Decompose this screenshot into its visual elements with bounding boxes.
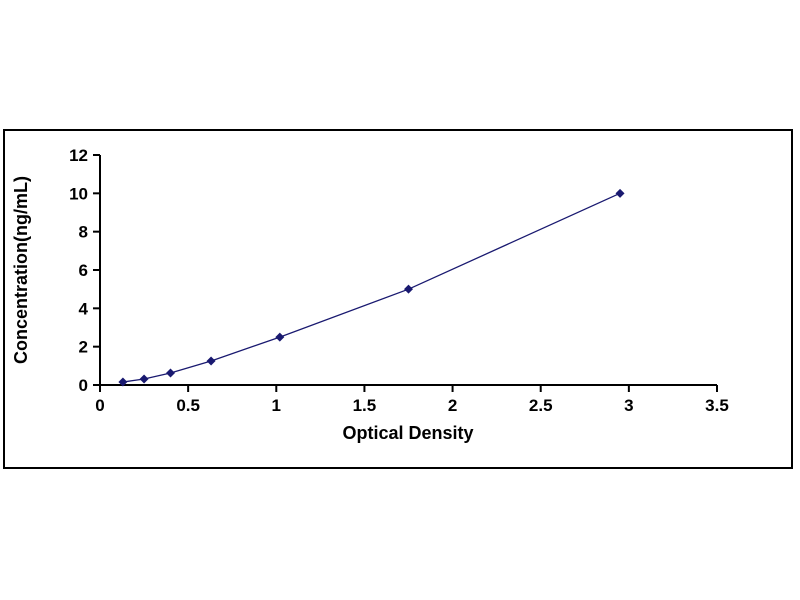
data-point-marker <box>118 377 128 387</box>
x-tick-label: 1.5 <box>353 396 377 415</box>
data-point-marker <box>139 374 149 384</box>
y-tick-label: 2 <box>79 338 88 357</box>
y-tick-label: 4 <box>79 299 89 318</box>
axes <box>99 155 717 386</box>
y-tick-label: 12 <box>69 146 88 165</box>
data-series <box>118 188 625 387</box>
x-tick-label: 1 <box>272 396 281 415</box>
y-tick-label: 0 <box>79 376 88 395</box>
y-axis-title: Concentration(ng/mL) <box>11 176 31 364</box>
x-tick-label: 0 <box>95 396 104 415</box>
elisa-standard-curve-chart: 0 0.5 1 1.5 2 2.5 3 3.5 0 2 4 6 8 10 12 Optical Densit… <box>11 146 729 443</box>
tick-marks <box>93 154 718 392</box>
x-tick-label: 3 <box>624 396 633 415</box>
data-point-marker <box>615 188 625 198</box>
y-tick-label: 10 <box>69 184 88 203</box>
x-tick-label: 2.5 <box>529 396 553 415</box>
x-tick-label: 0.5 <box>176 396 200 415</box>
x-tick-label: 2 <box>448 396 457 415</box>
data-point-marker <box>166 368 176 378</box>
standard-curve-line <box>122 192 621 383</box>
data-point-marker <box>404 284 413 294</box>
chart-frame: 0 0.5 1 1.5 2 2.5 3 3.5 0 2 4 6 8 10 12 Optical Densit… <box>3 129 793 469</box>
tick-labels: 0 0.5 1 1.5 2 2.5 3 3.5 0 2 4 6 8 10 12 <box>69 146 729 415</box>
data-point-marker <box>275 332 285 342</box>
x-tick-label: 3.5 <box>705 396 729 415</box>
y-tick-label: 6 <box>79 261 88 280</box>
y-tick-label: 8 <box>79 223 88 242</box>
axis-lines <box>99 155 717 386</box>
x-axis-title: Optical Density <box>342 423 473 443</box>
data-point-marker <box>206 356 216 366</box>
